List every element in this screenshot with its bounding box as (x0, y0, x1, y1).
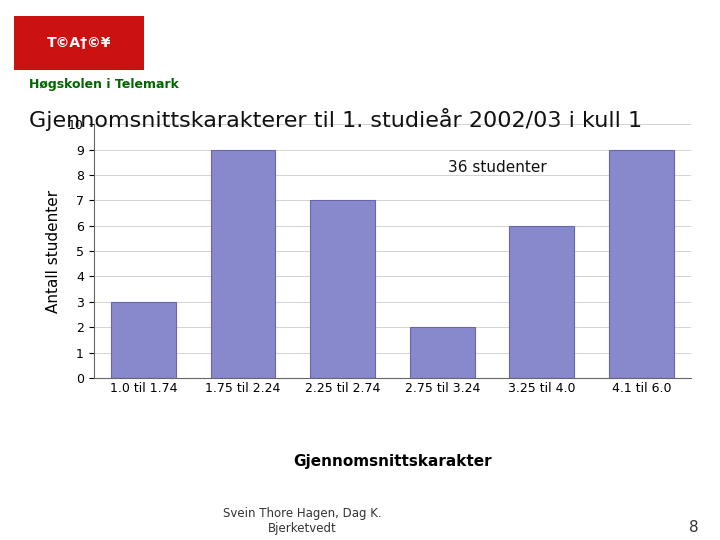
Bar (310, 200, 375, 378)
Bar (211, 150, 275, 378)
Bar (111, 302, 176, 378)
Text: Høgskolen i Telemark: Høgskolen i Telemark (29, 78, 179, 91)
Text: 36 studenter: 36 studenter (448, 160, 546, 175)
Text: 8: 8 (689, 519, 698, 535)
Text: Svein Thore Hagen, Dag K.
Bjerketvedt: Svein Thore Hagen, Dag K. Bjerketvedt (223, 507, 382, 535)
Bar (510, 226, 574, 378)
Y-axis label: Antall studenter: Antall studenter (46, 190, 61, 313)
Text: Gjennomsnittskarakterer til 1. studieår 2002/03 i kull 1: Gjennomsnittskarakterer til 1. studieår … (29, 108, 642, 131)
Text: T©A†©¥: T©A†©¥ (47, 36, 112, 50)
Bar (410, 327, 474, 378)
Bar (609, 150, 674, 378)
Text: Gjennomsnittskarakter: Gjennomsnittskarakter (293, 454, 492, 469)
